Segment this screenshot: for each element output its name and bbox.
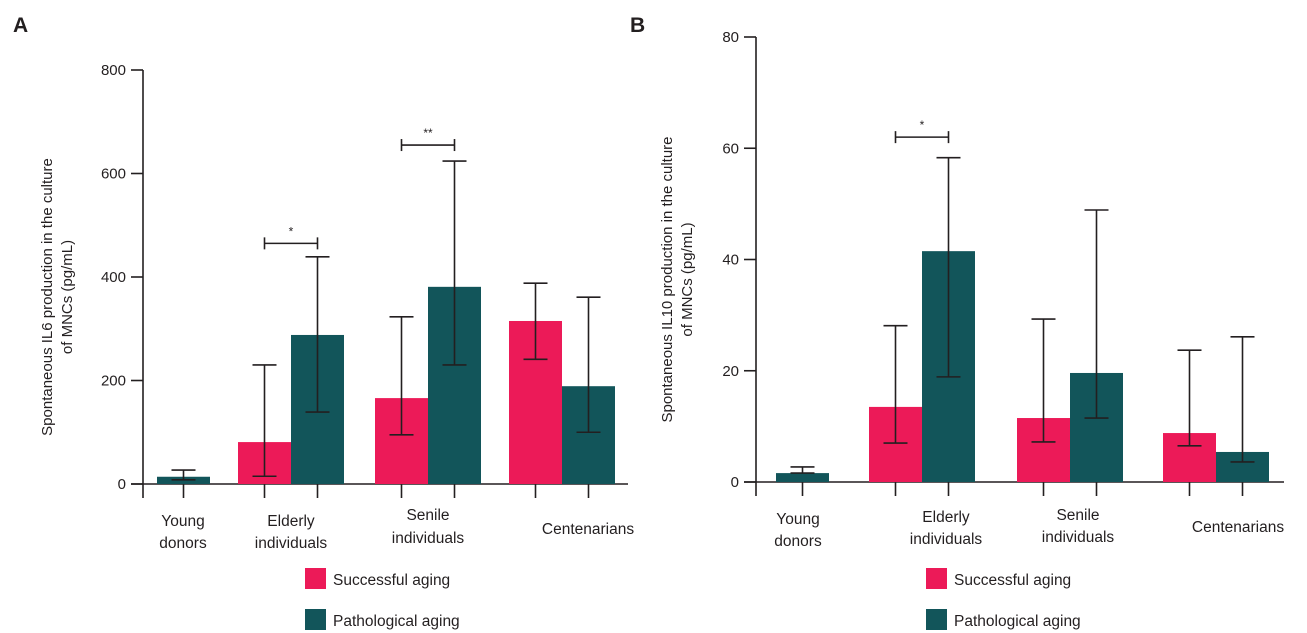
y-axis-label: Spontaneous IL10 production in the cultu… xyxy=(659,136,676,422)
y-tick-label: 200 xyxy=(101,373,126,390)
y-axis-label: of MNCs (pg/mL) xyxy=(59,240,76,354)
x-category-label: Senile xyxy=(406,507,449,524)
x-category-label: individuals xyxy=(910,531,983,548)
y-tick-label: 80 xyxy=(722,29,739,46)
x-category-label: Centenarians xyxy=(1192,519,1284,536)
y-tick-label: 40 xyxy=(722,252,739,269)
y-axis-label: Spontaneous IL6 production in the cultur… xyxy=(39,158,56,436)
x-category-label: donors xyxy=(774,533,822,550)
y-tick-label: 800 xyxy=(101,62,126,79)
y-tick-label: 0 xyxy=(118,476,126,493)
x-category-label: Young xyxy=(776,511,819,528)
x-category-label: Elderly xyxy=(267,513,315,530)
y-tick-label: 60 xyxy=(722,140,739,157)
y-tick-label: 600 xyxy=(101,166,126,183)
y-tick-label: 0 xyxy=(731,474,739,491)
x-category-label: Elderly xyxy=(922,509,970,526)
legend-label-successful-aging: Successful aging xyxy=(333,572,450,589)
chart-b-il10: 0 20 40 60 80 Spontaneous IL10 production in … xyxy=(659,29,1284,630)
x-category-label: individuals xyxy=(1042,529,1115,546)
x-category-label: Young xyxy=(161,513,204,530)
legend-label-pathological-aging: Pathological aging xyxy=(333,613,460,630)
legend-swatch-pathological-aging xyxy=(305,609,326,630)
y-tick-label: 20 xyxy=(722,363,739,380)
bar-pathological-aging xyxy=(776,473,829,482)
x-category-label: individuals xyxy=(392,530,465,547)
y-tick-label: 400 xyxy=(101,269,126,286)
significance-label: * xyxy=(289,224,294,238)
significance-label: * xyxy=(920,118,925,132)
legend-label-pathological-aging: Pathological aging xyxy=(954,613,1081,630)
significance-label: ** xyxy=(423,126,433,140)
x-category-label: Centenarians xyxy=(542,521,634,538)
legend-label-successful-aging: Successful aging xyxy=(954,572,1071,589)
x-category-label: individuals xyxy=(255,535,328,552)
legend-swatch-successful-aging xyxy=(305,568,326,589)
panel-letter-b: B xyxy=(630,14,645,37)
chart-a-il6: 0 200 400 600 800 Spontaneous IL6 production … xyxy=(39,62,634,630)
legend-swatch-pathological-aging xyxy=(926,609,947,630)
legend-swatch-successful-aging xyxy=(926,568,947,589)
panel-letter-a: A xyxy=(13,14,28,37)
x-category-label: donors xyxy=(159,535,207,552)
x-category-label: Senile xyxy=(1056,507,1099,524)
y-axis-label: of MNCs (pg/mL) xyxy=(679,222,696,336)
